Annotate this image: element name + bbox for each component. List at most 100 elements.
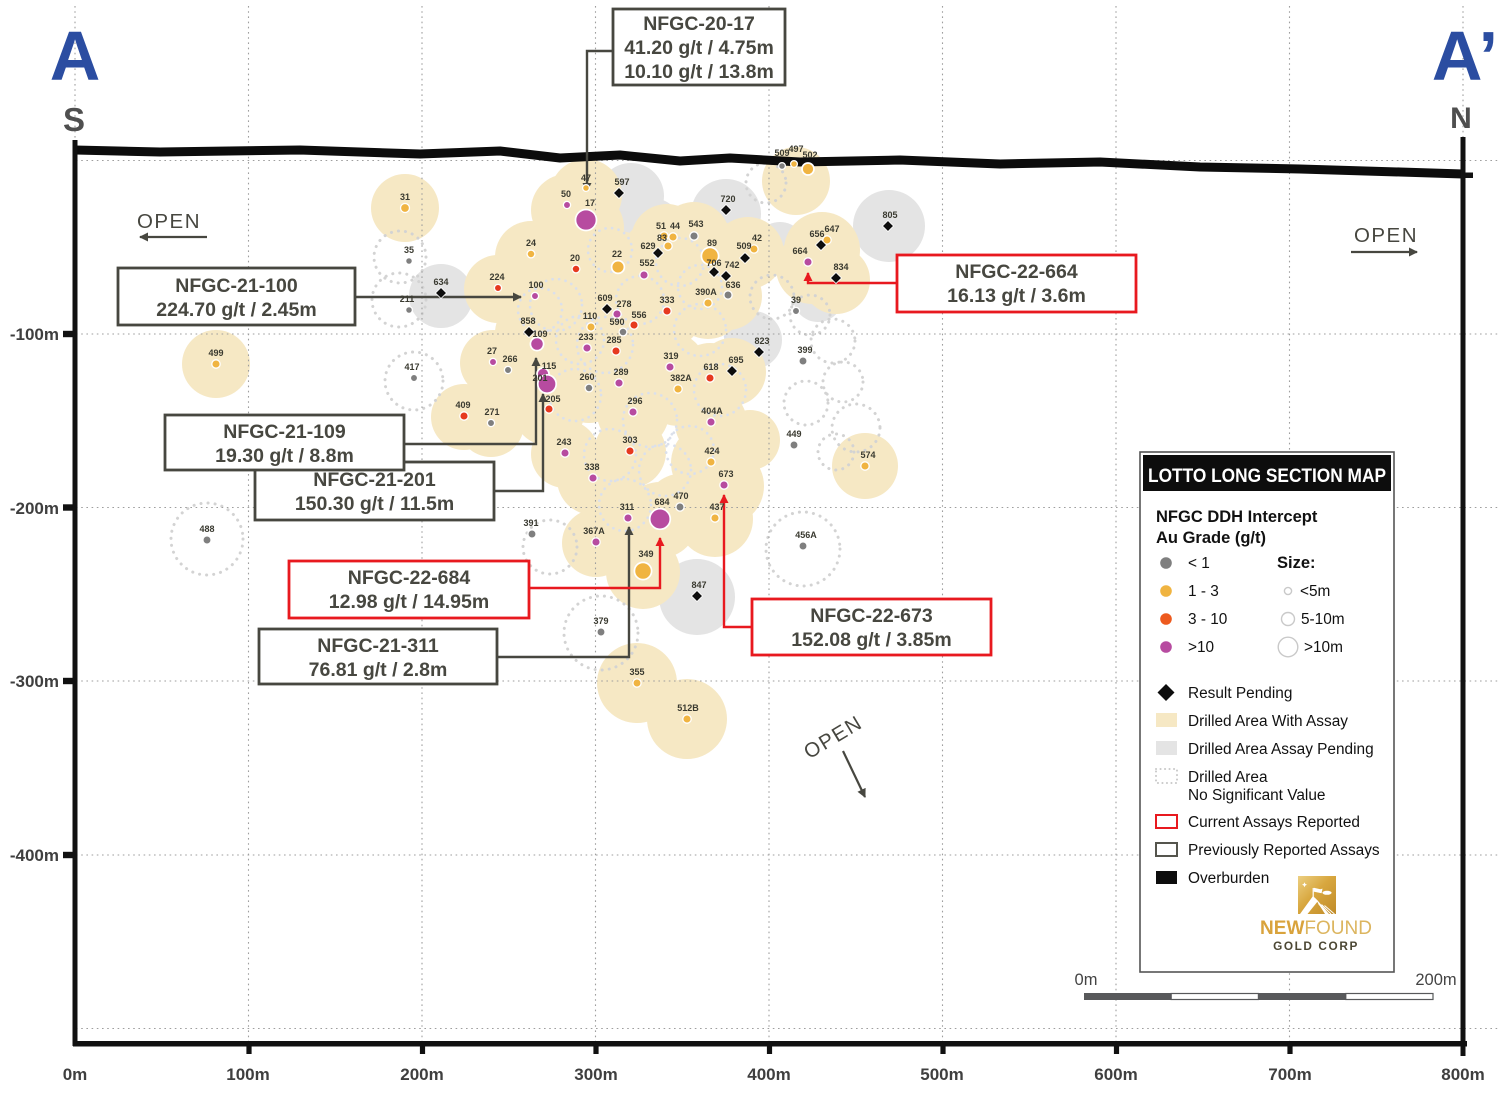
svg-text:636: 636 <box>725 280 740 290</box>
svg-text:20: 20 <box>570 253 580 263</box>
svg-text:574: 574 <box>860 450 875 460</box>
svg-text:260: 260 <box>579 372 594 382</box>
svg-text:GOLD CORP: GOLD CORP <box>1273 939 1359 953</box>
svg-text:LOTTO LONG SECTION MAP: LOTTO LONG SECTION MAP <box>1148 465 1386 487</box>
svg-text:-300m: -300m <box>10 672 59 691</box>
svg-text:349: 349 <box>638 549 653 559</box>
svg-text:0m: 0m <box>1075 971 1098 989</box>
svg-text:404A: 404A <box>701 406 723 416</box>
svg-text:76.81 g/t / 2.8m: 76.81 g/t / 2.8m <box>309 659 448 681</box>
svg-text:271: 271 <box>484 407 499 417</box>
svg-text:>10m: >10m <box>1304 639 1343 656</box>
svg-text:400m: 400m <box>747 1065 790 1084</box>
svg-text:41.20 g/t / 4.75m: 41.20 g/t / 4.75m <box>624 37 774 59</box>
svg-text:509: 509 <box>736 241 751 251</box>
svg-text:< 1: < 1 <box>1188 555 1210 572</box>
svg-text:390A: 390A <box>695 287 717 297</box>
svg-text:109: 109 <box>532 329 547 339</box>
svg-text:Result Pending: Result Pending <box>1188 685 1292 702</box>
svg-text:590: 590 <box>609 317 624 327</box>
svg-text:656: 656 <box>809 229 824 239</box>
svg-text:618: 618 <box>703 362 718 372</box>
svg-text:150.30 g/t / 11.5m: 150.30 g/t / 11.5m <box>295 493 454 515</box>
svg-text:497: 497 <box>788 144 803 154</box>
svg-text:17: 17 <box>585 198 595 208</box>
svg-text:319: 319 <box>663 351 678 361</box>
svg-text:NFGC DDH Intercept: NFGC DDH Intercept <box>1156 508 1318 526</box>
svg-text:<5m: <5m <box>1300 583 1330 600</box>
svg-text:700m: 700m <box>1268 1065 1311 1084</box>
svg-text:224.70 g/t / 2.45m: 224.70 g/t / 2.45m <box>156 299 316 321</box>
svg-text:823: 823 <box>754 336 769 346</box>
svg-text:200m: 200m <box>1415 971 1456 989</box>
svg-text:110: 110 <box>583 311 598 321</box>
svg-text:512B: 512B <box>677 703 699 713</box>
svg-text:243: 243 <box>556 437 571 447</box>
svg-text:Size:: Size: <box>1277 554 1316 572</box>
svg-text:1 - 3: 1 - 3 <box>1188 583 1219 600</box>
svg-text:311: 311 <box>620 502 635 512</box>
svg-text:456A: 456A <box>795 530 817 540</box>
svg-text:>10: >10 <box>1188 639 1214 656</box>
svg-text:NFGC-22-664: NFGC-22-664 <box>955 261 1078 283</box>
svg-text:10.10 g/t / 13.8m: 10.10 g/t / 13.8m <box>624 61 774 83</box>
svg-text:Au Grade (g/t): Au Grade (g/t) <box>1156 529 1266 547</box>
svg-text:31: 31 <box>400 192 410 202</box>
svg-text:502: 502 <box>802 150 817 160</box>
svg-text:N: N <box>1450 102 1472 135</box>
svg-text:NFGC-21-100: NFGC-21-100 <box>175 275 298 297</box>
svg-text:A’: A’ <box>1432 17 1498 95</box>
svg-text:51: 51 <box>656 221 666 231</box>
svg-text:24: 24 <box>526 238 536 248</box>
svg-text:201: 201 <box>532 373 547 383</box>
svg-text:382A: 382A <box>670 373 692 383</box>
svg-text:Drilled Area With Assay: Drilled Area With Assay <box>1188 713 1348 730</box>
svg-text:858: 858 <box>520 316 535 326</box>
svg-text:22: 22 <box>612 249 622 259</box>
svg-text:303: 303 <box>622 435 637 445</box>
svg-text:89: 89 <box>707 238 717 248</box>
svg-text:39: 39 <box>791 295 801 305</box>
svg-text:338: 338 <box>584 462 599 472</box>
svg-text:367A: 367A <box>583 526 605 536</box>
svg-text:509: 509 <box>774 148 789 158</box>
svg-text:Current Assays Reported: Current Assays Reported <box>1188 814 1360 831</box>
svg-text:742: 742 <box>724 260 739 270</box>
svg-text:42: 42 <box>752 233 762 243</box>
svg-text:470: 470 <box>673 491 688 501</box>
svg-text:16.13 g/t / 3.6m: 16.13 g/t / 3.6m <box>947 285 1086 307</box>
svg-text:695: 695 <box>728 355 743 365</box>
svg-text:0m: 0m <box>63 1065 88 1084</box>
svg-text:12.98 g/t / 14.95m: 12.98 g/t / 14.95m <box>329 591 489 613</box>
svg-text:-200m: -200m <box>10 499 59 518</box>
svg-text:A: A <box>50 17 101 95</box>
svg-text:556: 556 <box>631 310 646 320</box>
svg-text:211: 211 <box>400 294 415 304</box>
svg-text:100: 100 <box>528 280 543 290</box>
svg-text:300m: 300m <box>574 1065 617 1084</box>
svg-text:629: 629 <box>640 241 655 251</box>
svg-text:597: 597 <box>614 177 629 187</box>
svg-text:409: 409 <box>455 400 470 410</box>
svg-text:27: 27 <box>487 346 497 356</box>
svg-text:152.08 g/t / 3.85m: 152.08 g/t / 3.85m <box>791 629 951 651</box>
svg-text:800m: 800m <box>1441 1065 1484 1084</box>
svg-text:664: 664 <box>792 246 807 256</box>
svg-text:499: 499 <box>208 348 223 358</box>
svg-text:83: 83 <box>657 233 667 243</box>
svg-text:100m: 100m <box>226 1065 269 1084</box>
svg-text:266: 266 <box>502 354 517 364</box>
svg-text:500m: 500m <box>920 1065 963 1084</box>
svg-text:44: 44 <box>670 221 680 231</box>
svg-text:600m: 600m <box>1094 1065 1137 1084</box>
svg-text:296: 296 <box>627 396 642 406</box>
svg-text:NEWFOUND: NEWFOUND <box>1260 918 1372 939</box>
svg-text:Previously Reported Assays: Previously Reported Assays <box>1188 842 1380 859</box>
svg-text:634: 634 <box>433 277 448 287</box>
svg-text:805: 805 <box>882 210 897 220</box>
svg-text:115: 115 <box>542 361 557 371</box>
svg-text:449: 449 <box>786 429 801 439</box>
svg-text:-400m: -400m <box>10 846 59 865</box>
svg-text:285: 285 <box>606 335 621 345</box>
svg-text:278: 278 <box>616 299 631 309</box>
